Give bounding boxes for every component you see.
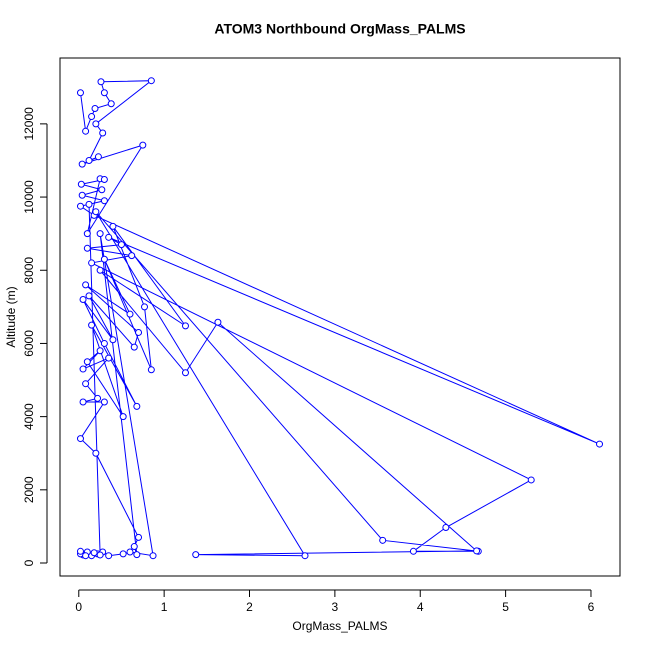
data-point xyxy=(135,533,143,541)
data-point xyxy=(442,524,450,532)
data-point xyxy=(105,552,113,560)
data-line xyxy=(79,80,600,557)
data-point xyxy=(147,366,155,374)
chart-title: ATOM3 Northbound OrgMass_PALMS xyxy=(214,21,465,37)
data-point xyxy=(100,339,108,347)
data-point xyxy=(192,551,200,559)
data-point xyxy=(473,547,481,555)
data-point xyxy=(139,141,147,149)
data-point xyxy=(99,129,107,137)
data-point xyxy=(181,322,189,330)
data-point xyxy=(92,449,100,457)
data-point xyxy=(96,551,104,559)
data-point xyxy=(79,296,87,304)
data-point xyxy=(82,281,90,289)
data-point xyxy=(83,358,91,366)
data-point xyxy=(141,303,149,311)
data-point xyxy=(98,186,106,194)
plot-frame xyxy=(59,57,621,577)
data-point xyxy=(83,230,91,238)
data-point xyxy=(85,292,93,300)
data-point xyxy=(79,365,87,373)
data-point xyxy=(85,156,93,164)
data-point xyxy=(76,435,84,443)
data-point xyxy=(85,200,93,208)
data-point xyxy=(76,89,84,97)
y-tick-label: 2000 xyxy=(22,476,36,503)
data-point xyxy=(88,113,96,121)
y-axis-label: Altitude (m) xyxy=(4,286,18,347)
data-point xyxy=(119,413,127,421)
data-point xyxy=(117,241,125,249)
x-tick-label: 3 xyxy=(332,600,339,614)
data-point xyxy=(76,547,84,555)
y-tick-label: 4000 xyxy=(22,403,36,430)
y-tick-label: 0 xyxy=(22,559,36,566)
data-point xyxy=(82,127,90,135)
data-point xyxy=(301,552,309,560)
data-point xyxy=(78,191,86,199)
data-point xyxy=(181,369,189,377)
data-point xyxy=(82,552,90,560)
data-point xyxy=(409,547,417,555)
y-tick-label: 6000 xyxy=(22,330,36,357)
x-tick-label: 4 xyxy=(417,600,424,614)
data-point xyxy=(147,77,155,85)
data-point xyxy=(77,180,85,188)
data-point xyxy=(78,160,86,168)
data-point xyxy=(527,476,535,484)
data-point xyxy=(109,336,117,344)
data-point xyxy=(100,255,108,263)
x-axis-label: OrgMass_PALMS xyxy=(292,619,387,633)
data-point xyxy=(119,550,127,558)
data-point xyxy=(126,310,134,318)
data-point xyxy=(88,259,96,267)
x-tick-label: 1 xyxy=(161,600,168,614)
data-point xyxy=(94,153,102,161)
y-tick-label: 8000 xyxy=(22,257,36,284)
data-point xyxy=(133,402,141,410)
data-point xyxy=(91,105,99,113)
x-tick-label: 2 xyxy=(246,600,253,614)
data-point xyxy=(88,321,96,329)
data-point xyxy=(92,120,100,128)
data-point xyxy=(97,78,105,86)
data-point xyxy=(100,197,108,205)
data-point xyxy=(109,222,117,230)
data-point xyxy=(96,230,104,238)
data-point xyxy=(130,343,138,351)
data-point xyxy=(90,549,98,557)
data-point xyxy=(96,347,104,355)
data-point xyxy=(94,394,102,402)
data-point xyxy=(100,175,108,183)
data-point xyxy=(96,266,104,274)
y-tick-label: 10000 xyxy=(22,180,36,214)
data-point xyxy=(596,440,604,448)
data-point xyxy=(83,244,91,252)
data-point xyxy=(379,536,387,544)
data-point xyxy=(82,380,90,388)
data-point xyxy=(130,543,138,551)
data-point xyxy=(100,89,108,97)
data-point xyxy=(133,551,141,559)
data-point xyxy=(149,552,157,560)
data-point xyxy=(92,208,100,216)
data-point xyxy=(214,318,222,326)
data-point xyxy=(107,100,115,108)
x-tick-label: 6 xyxy=(588,600,595,614)
x-tick-label: 5 xyxy=(502,600,509,614)
data-point xyxy=(100,398,108,406)
x-tick-label: 0 xyxy=(75,600,82,614)
data-point xyxy=(105,233,113,241)
data-point xyxy=(135,328,143,336)
data-point xyxy=(79,398,87,406)
y-tick-label: 12000 xyxy=(22,107,36,141)
data-point xyxy=(105,354,113,362)
data-point xyxy=(126,548,134,556)
data-point xyxy=(76,202,84,210)
data-point xyxy=(128,252,136,260)
